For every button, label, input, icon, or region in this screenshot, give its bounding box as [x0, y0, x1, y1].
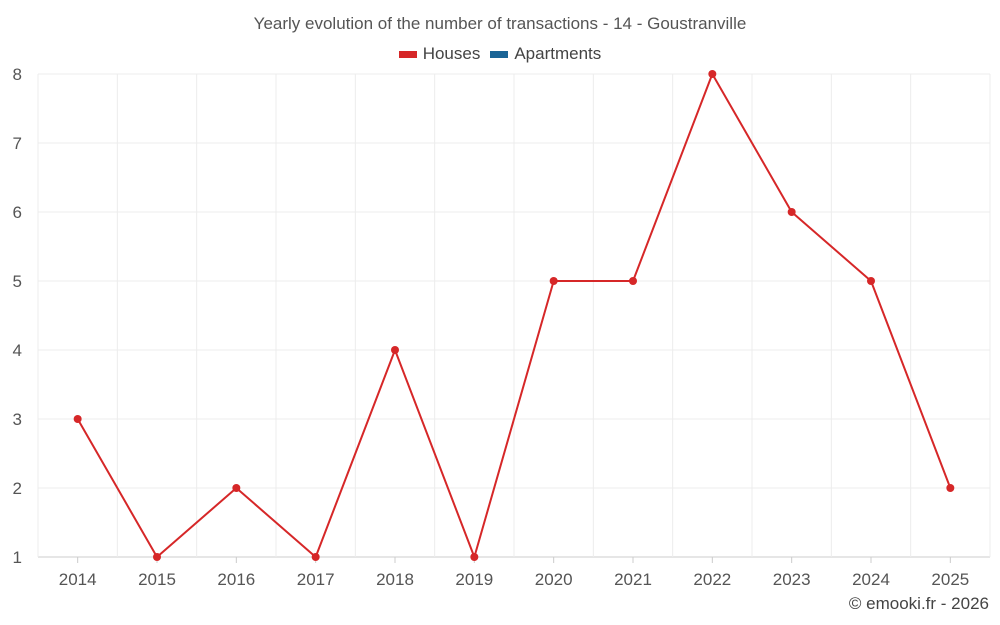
- x-tick-label: 2023: [773, 570, 811, 589]
- legend-swatch-houses: [398, 50, 417, 58]
- x-tick-label: 2020: [535, 570, 573, 589]
- x-tick-label: 2019: [455, 570, 493, 589]
- data-point-houses: [73, 415, 82, 423]
- data-point-houses: [549, 277, 558, 285]
- legend-label-apartments: Apartments: [514, 44, 602, 63]
- data-point-houses: [629, 277, 637, 285]
- x-tick-label: 2014: [59, 570, 97, 589]
- y-tick-label: 4: [13, 341, 22, 360]
- x-tick-label: 2022: [693, 570, 731, 589]
- y-tick-label: 2: [13, 479, 22, 498]
- y-tick-label: 7: [13, 134, 22, 153]
- x-tick-label: 2017: [297, 570, 335, 589]
- data-point-houses: [867, 277, 875, 285]
- y-tick-label: 8: [13, 65, 22, 84]
- y-tick-label: 6: [13, 203, 22, 222]
- legend-item-houses[interactable]: Houses: [398, 44, 481, 64]
- x-tick-label: 2021: [614, 570, 652, 589]
- x-tick-label: 2025: [931, 570, 969, 589]
- legend-item-apartments[interactable]: Apartments: [490, 44, 601, 64]
- credit-text: © emooki.fr - 2026: [848, 594, 989, 613]
- series-line-houses: [76, 73, 952, 558]
- data-point-houses: [311, 553, 320, 561]
- y-tick-label: 5: [13, 272, 22, 291]
- y-tick-label: 1: [13, 548, 22, 567]
- x-tick-label: 2015: [138, 570, 176, 589]
- y-tick-label: 3: [13, 410, 22, 429]
- chart-title: Yearly evolution of the number of transa…: [253, 14, 747, 33]
- data-point-houses: [232, 484, 241, 492]
- data-point-houses: [153, 553, 161, 561]
- data-point-houses: [391, 346, 399, 354]
- legend-swatch-apartments: [490, 50, 509, 58]
- data-point-houses: [708, 70, 717, 78]
- x-tick-label: 2016: [217, 570, 255, 589]
- x-tick-label: 2024: [852, 570, 890, 589]
- legend-label-houses: Houses: [422, 44, 481, 63]
- data-point-houses: [787, 208, 796, 216]
- data-point-houses: [946, 484, 955, 492]
- data-point-houses: [470, 553, 479, 561]
- legend: Houses Apartments: [0, 44, 1000, 64]
- x-tick-label: 2018: [376, 570, 414, 589]
